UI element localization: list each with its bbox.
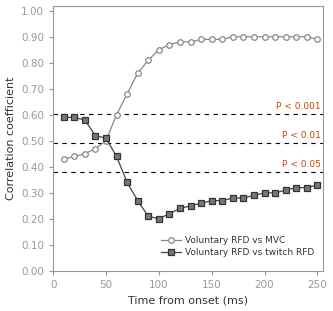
Voluntary RFD vs MVC — [284, 35, 288, 39]
Voluntary RFD vs MVC — [83, 152, 87, 156]
Voluntary RFD vs MVC — [220, 38, 224, 41]
Voluntary RFD vs MVC — [273, 35, 277, 39]
Voluntary RFD vs MVC — [146, 58, 150, 62]
Voluntary RFD vs MVC — [262, 35, 266, 39]
Voluntary RFD vs twitch RFD — [305, 186, 309, 189]
Voluntary RFD vs twitch RFD — [188, 204, 192, 208]
Voluntary RFD vs MVC — [210, 38, 214, 41]
Voluntary RFD vs twitch RFD — [136, 199, 140, 202]
Voluntary RFD vs MVC — [136, 71, 140, 75]
Voluntary RFD vs MVC — [62, 157, 66, 161]
Voluntary RFD vs twitch RFD — [231, 196, 235, 200]
Voluntary RFD vs MVC — [252, 35, 256, 39]
Line: Voluntary RFD vs twitch RFD: Voluntary RFD vs twitch RFD — [61, 115, 320, 222]
Voluntary RFD vs twitch RFD — [284, 188, 288, 192]
Voluntary RFD vs twitch RFD — [315, 183, 319, 187]
Voluntary RFD vs MVC — [199, 38, 203, 41]
Voluntary RFD vs twitch RFD — [262, 191, 266, 195]
Voluntary RFD vs MVC — [305, 35, 309, 39]
Text: P < 0.05: P < 0.05 — [282, 160, 321, 169]
Voluntary RFD vs twitch RFD — [178, 207, 182, 210]
Voluntary RFD vs MVC — [157, 48, 161, 52]
Voluntary RFD vs twitch RFD — [273, 191, 277, 195]
Voluntary RFD vs twitch RFD — [167, 212, 171, 216]
Voluntary RFD vs MVC — [72, 155, 76, 158]
Voluntary RFD vs MVC — [104, 139, 108, 143]
Voluntary RFD vs twitch RFD — [220, 199, 224, 202]
Voluntary RFD vs twitch RFD — [72, 115, 76, 119]
Voluntary RFD vs MVC — [94, 147, 98, 151]
Voluntary RFD vs twitch RFD — [199, 201, 203, 205]
Voluntary RFD vs MVC — [167, 43, 171, 46]
Voluntary RFD vs twitch RFD — [62, 115, 66, 119]
Line: Voluntary RFD vs MVC: Voluntary RFD vs MVC — [61, 34, 320, 162]
Y-axis label: Correlation coefficient: Correlation coefficient — [6, 77, 16, 200]
Voluntary RFD vs MVC — [125, 92, 129, 96]
Text: P < 0.001: P < 0.001 — [276, 102, 321, 111]
Voluntary RFD vs twitch RFD — [210, 199, 214, 202]
Voluntary RFD vs MVC — [188, 40, 192, 44]
Text: P < 0.01: P < 0.01 — [282, 131, 321, 140]
Voluntary RFD vs twitch RFD — [241, 196, 245, 200]
Voluntary RFD vs twitch RFD — [125, 181, 129, 184]
Voluntary RFD vs MVC — [241, 35, 245, 39]
Voluntary RFD vs twitch RFD — [146, 214, 150, 218]
Voluntary RFD vs twitch RFD — [94, 134, 98, 137]
Legend: Voluntary RFD vs MVC, Voluntary RFD vs twitch RFD: Voluntary RFD vs MVC, Voluntary RFD vs t… — [157, 232, 318, 261]
Voluntary RFD vs twitch RFD — [115, 155, 119, 158]
Voluntary RFD vs twitch RFD — [104, 136, 108, 140]
Voluntary RFD vs twitch RFD — [294, 186, 298, 189]
Voluntary RFD vs MVC — [178, 40, 182, 44]
X-axis label: Time from onset (ms): Time from onset (ms) — [128, 295, 248, 305]
Voluntary RFD vs MVC — [294, 35, 298, 39]
Voluntary RFD vs MVC — [315, 38, 319, 41]
Voluntary RFD vs twitch RFD — [252, 193, 256, 197]
Voluntary RFD vs MVC — [115, 113, 119, 117]
Voluntary RFD vs MVC — [231, 35, 235, 39]
Voluntary RFD vs twitch RFD — [83, 118, 87, 122]
Voluntary RFD vs twitch RFD — [157, 217, 161, 221]
